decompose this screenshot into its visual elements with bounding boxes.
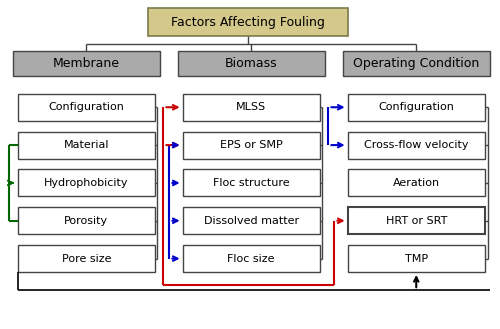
Bar: [182, 245, 320, 272]
Bar: [148, 8, 348, 36]
Text: Dissolved matter: Dissolved matter: [204, 216, 299, 226]
Text: Material: Material: [64, 140, 109, 150]
Bar: [12, 51, 160, 76]
Text: TMP: TMP: [404, 254, 428, 264]
Text: Factors Affecting Fouling: Factors Affecting Fouling: [170, 16, 324, 29]
Bar: [348, 245, 485, 272]
Text: Aeration: Aeration: [392, 178, 440, 188]
Text: Floc structure: Floc structure: [213, 178, 290, 188]
Bar: [182, 207, 320, 234]
Bar: [348, 132, 485, 159]
Text: Pore size: Pore size: [62, 254, 111, 264]
Bar: [182, 132, 320, 159]
Text: Operating Condition: Operating Condition: [353, 57, 480, 70]
Bar: [18, 207, 155, 234]
Bar: [348, 169, 485, 196]
Text: HRT or SRT: HRT or SRT: [386, 216, 447, 226]
Bar: [178, 51, 325, 76]
Text: Floc size: Floc size: [228, 254, 275, 264]
Bar: [18, 132, 155, 159]
Bar: [18, 94, 155, 121]
Bar: [348, 207, 485, 234]
Text: Cross-flow velocity: Cross-flow velocity: [364, 140, 469, 150]
Text: Membrane: Membrane: [53, 57, 120, 70]
Text: EPS or SMP: EPS or SMP: [220, 140, 282, 150]
Bar: [18, 169, 155, 196]
Text: MLSS: MLSS: [236, 102, 266, 112]
Bar: [182, 169, 320, 196]
Bar: [348, 94, 485, 121]
Text: Configuration: Configuration: [48, 102, 124, 112]
Bar: [18, 245, 155, 272]
Text: Configuration: Configuration: [378, 102, 454, 112]
Text: Porosity: Porosity: [64, 216, 108, 226]
Text: Biomass: Biomass: [225, 57, 278, 70]
Bar: [182, 94, 320, 121]
Bar: [342, 51, 490, 76]
Text: Hydrophobicity: Hydrophobicity: [44, 178, 128, 188]
